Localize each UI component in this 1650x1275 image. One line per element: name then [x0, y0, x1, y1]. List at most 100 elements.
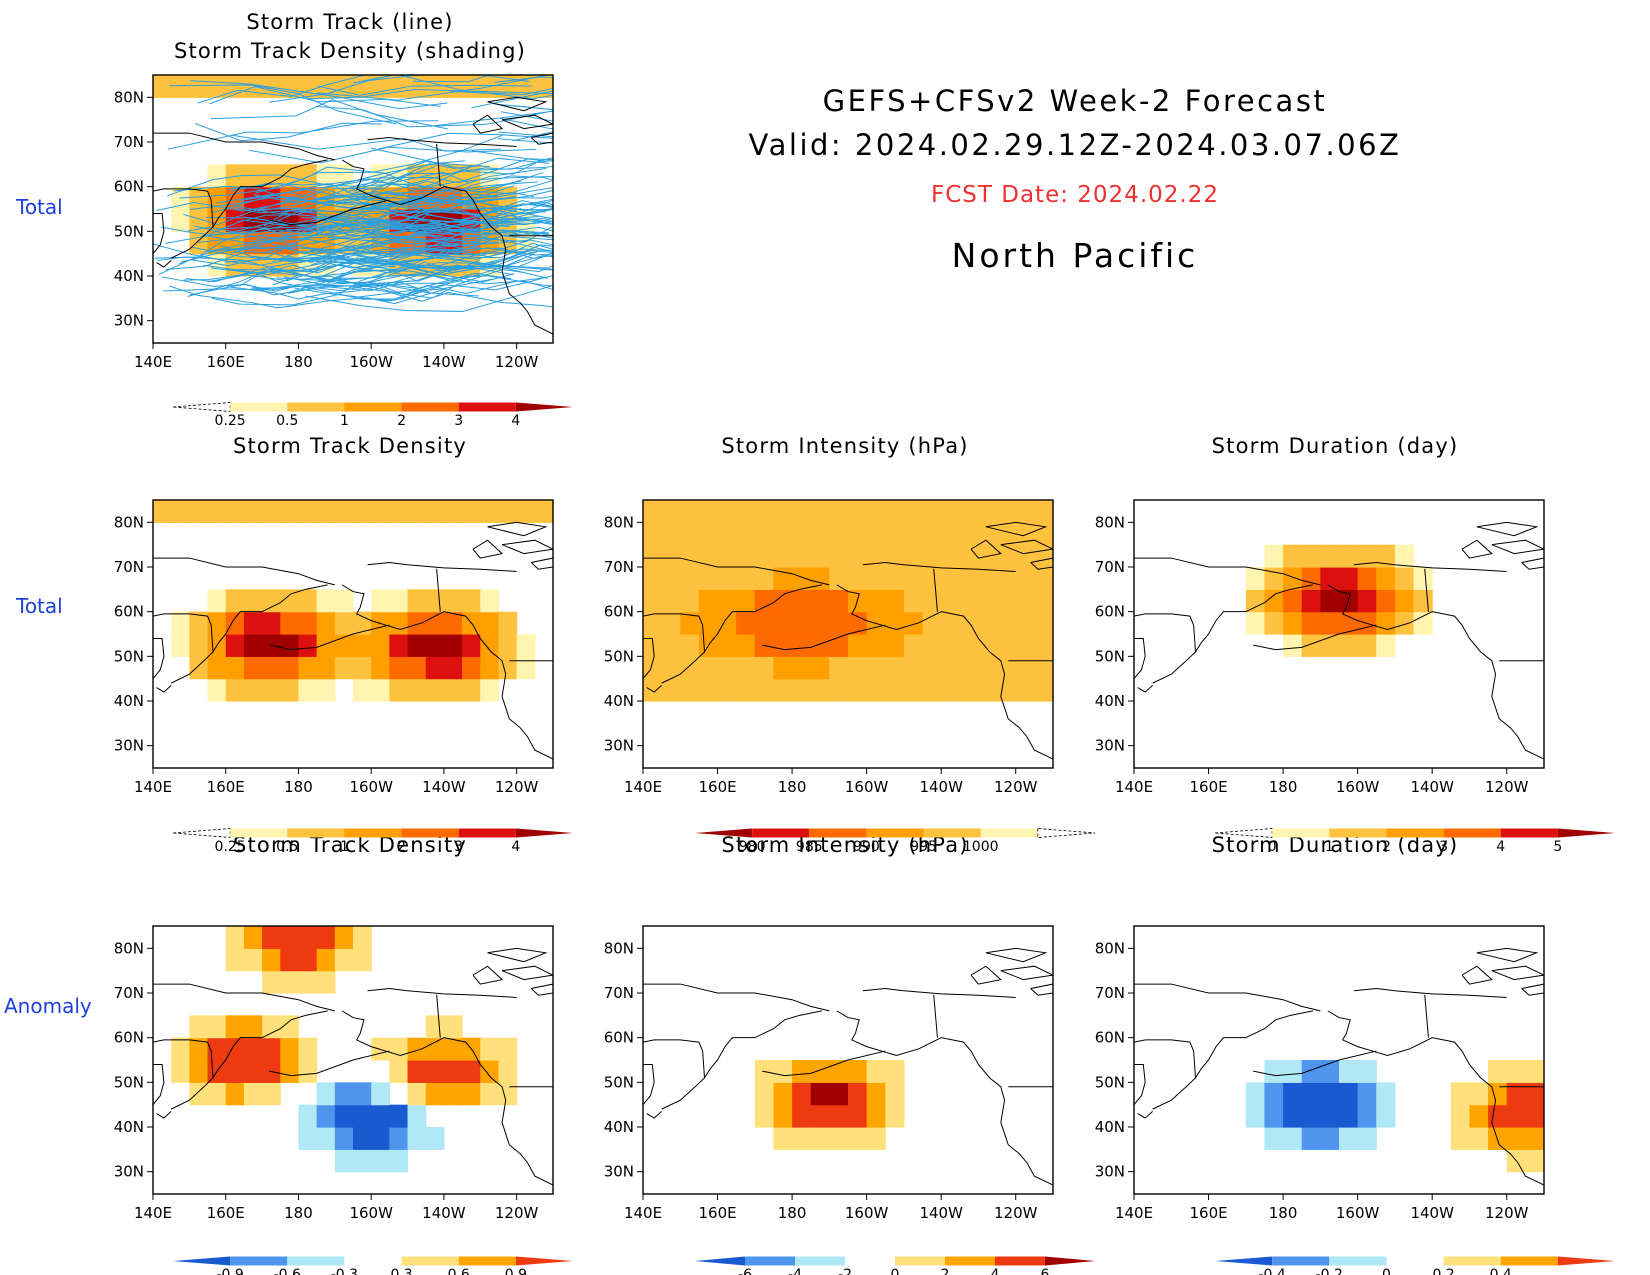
coastline [341, 159, 553, 335]
shade-cell [810, 1082, 830, 1106]
shade-cell [1264, 611, 1284, 635]
coastline [1134, 1010, 1314, 1080]
storm-track-line [309, 226, 553, 252]
colorbar-tick-label: -0.3 [331, 1267, 358, 1275]
shade-cell [643, 544, 663, 568]
colorbar-segment [287, 828, 345, 838]
colorbar-segment [945, 1256, 995, 1266]
shade-cell [848, 656, 868, 680]
shade-cell [225, 611, 245, 635]
shade-cell [1320, 611, 1340, 635]
shade-cell [1394, 544, 1415, 568]
shade-cell [425, 1082, 445, 1106]
shade-cell [480, 678, 500, 702]
storm-track-line [285, 218, 553, 239]
colorbar-segment [866, 828, 924, 838]
shade-cell [243, 678, 263, 702]
map-p4: 80N 70N 60N 50N 40N 30N 140E 160E 180 160W 140W 120… [114, 925, 554, 1222]
shade-cell [462, 589, 481, 613]
shade-cell [903, 567, 924, 590]
row-label-total: Total [16, 594, 63, 618]
storm-track-line [211, 278, 493, 306]
lat-tick-label: 60N [1095, 1029, 1125, 1047]
colorbar-tick-label: 0 [1268, 839, 1277, 855]
shade-cell [443, 500, 463, 523]
colorbar-tick-label: 0 [891, 1267, 900, 1275]
shade-cell [773, 522, 793, 546]
shade-cell [225, 1060, 245, 1083]
storm-track-line [346, 158, 553, 193]
shade-cell [810, 611, 830, 635]
shade-cell [1264, 544, 1284, 568]
shade-cell [1413, 567, 1433, 590]
shade-cell [792, 1104, 812, 1128]
panel-title: Storm Intensity (hPa) [721, 434, 969, 458]
shade-cell [1413, 611, 1433, 635]
lon-tick-label: 140E [1115, 1204, 1153, 1222]
storm-track-line [257, 191, 552, 219]
storm-track-line [432, 110, 553, 127]
shade-cell [1264, 1082, 1284, 1106]
shade-cell [978, 634, 998, 657]
storm-track-line [287, 277, 545, 296]
shade-cell [298, 926, 318, 949]
lat-tick-label: 80N [114, 88, 144, 106]
storm-track-line [321, 232, 549, 277]
colorbar-segment [401, 402, 459, 412]
shade-cell [316, 656, 336, 680]
shade-cell [848, 500, 868, 523]
shade-cell [661, 656, 681, 680]
lat-tick-label: 70N [114, 133, 144, 151]
lon-tick-label: 160W [349, 778, 393, 796]
shade-cell [1413, 589, 1433, 613]
shade-cell [1320, 589, 1340, 613]
shade-cell [371, 634, 390, 657]
shade-cell [997, 567, 1017, 590]
colorbar-segment [845, 1256, 895, 1266]
shade-cell [661, 500, 681, 523]
shade-cell [225, 1037, 245, 1061]
lon-tick-label: 140E [134, 353, 172, 371]
shade-cell [189, 500, 209, 523]
storm-track-line [335, 191, 553, 210]
lon-tick-label: 120W [994, 778, 1038, 796]
coastline [1424, 568, 1429, 612]
shade-cell [1488, 1104, 1508, 1128]
shade-cell [754, 1082, 775, 1106]
storm-track-line [167, 166, 436, 197]
lon-tick-label: 120W [1485, 1204, 1529, 1222]
storm-track-line [187, 226, 463, 241]
shade-cell [866, 678, 886, 702]
colorbar-cap [1557, 828, 1615, 838]
storm-track-line [191, 239, 533, 262]
shade-cell [997, 522, 1017, 546]
shade-cell [353, 1127, 372, 1150]
colorbar-segment [230, 402, 288, 412]
shade-cell [885, 522, 905, 546]
colorbar-tick-label: -0.2 [1316, 1267, 1343, 1275]
shade-cell [371, 1104, 390, 1128]
shade-cell [997, 500, 1017, 523]
lat-tick-label: 30N [604, 737, 634, 755]
lon-tick-label: 180 [778, 1204, 807, 1222]
coastline [836, 584, 1053, 760]
lat-tick-label: 70N [114, 558, 144, 576]
colorbar-segment [458, 828, 516, 838]
shade-cell [792, 656, 812, 680]
colorbar-tick-label: 5 [1553, 839, 1562, 855]
shade-cell [1301, 634, 1321, 657]
shade-cell [298, 1037, 318, 1061]
colorbar-cap [695, 828, 753, 838]
coastline [1137, 684, 1153, 693]
shade-cell [717, 567, 737, 590]
coastline [269, 624, 390, 651]
shade-cell [298, 589, 318, 613]
coastline [1521, 557, 1544, 570]
shade-cell [922, 500, 942, 523]
lat-tick-label: 70N [1095, 984, 1125, 1002]
storm-track-line [294, 275, 553, 298]
shade-cell [207, 164, 227, 188]
lat-tick-label: 40N [604, 692, 634, 710]
shade-cell [829, 611, 849, 635]
shade-cell [153, 75, 172, 98]
